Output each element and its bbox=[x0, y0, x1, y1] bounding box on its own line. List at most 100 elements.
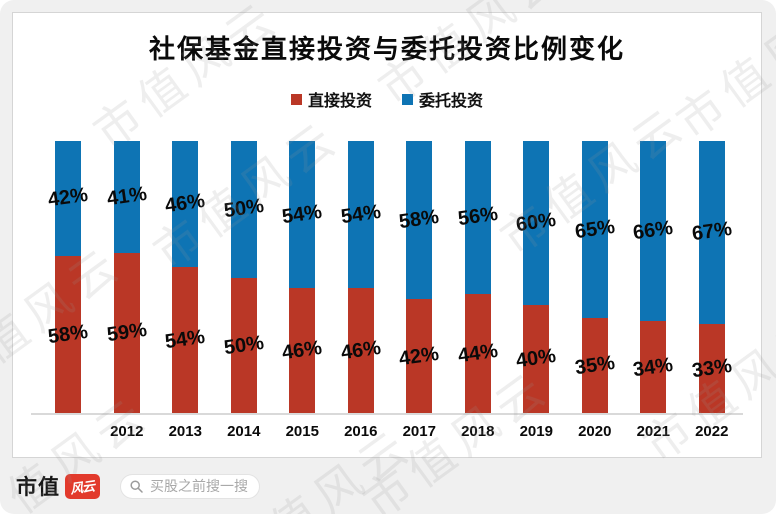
bar-segment-direct-label: 35% bbox=[573, 352, 616, 380]
bar-column: 60%40% bbox=[507, 141, 566, 414]
brand-badge-text: 风云 bbox=[69, 475, 95, 497]
bar-segment-entrusted-label: 58% bbox=[398, 206, 441, 234]
bar-segment-direct: 35% bbox=[582, 318, 608, 414]
bar-segment-entrusted-label: 60% bbox=[515, 209, 558, 237]
legend-label-entrusted: 委托投资 bbox=[419, 87, 483, 111]
bar-segment-entrusted: 46% bbox=[172, 141, 198, 267]
bar-segment-direct: 59% bbox=[114, 253, 140, 414]
x-axis-label: 2021 bbox=[624, 423, 683, 440]
bar-segment-direct: 50% bbox=[231, 278, 257, 415]
bar-segment-entrusted: 56% bbox=[465, 141, 491, 294]
legend-label-direct: 直接投资 bbox=[308, 87, 372, 111]
x-axis-label: 2013 bbox=[156, 423, 215, 440]
bar-segment-entrusted: 60% bbox=[523, 141, 549, 305]
bar-segment-direct-label: 34% bbox=[632, 353, 675, 381]
bar-segment-entrusted: 66% bbox=[640, 141, 666, 321]
stacked-bar: 42%58% bbox=[55, 141, 81, 414]
bar-segment-entrusted-label: 56% bbox=[456, 203, 499, 231]
bar-segment-direct-label: 46% bbox=[281, 337, 324, 365]
stacked-bar: 60%40% bbox=[523, 141, 549, 414]
bar-segment-direct-label: 59% bbox=[105, 319, 148, 347]
bar-segment-entrusted: 54% bbox=[348, 141, 374, 288]
bar-segment-direct: 42% bbox=[406, 299, 432, 414]
bar-segment-direct-label: 44% bbox=[456, 340, 499, 368]
brand-logo-badge: 风云 bbox=[65, 474, 100, 499]
bar-segment-direct: 44% bbox=[465, 294, 491, 414]
bar-column: 58%42% bbox=[390, 141, 449, 414]
bar-segment-direct-label: 54% bbox=[164, 326, 207, 354]
legend-swatch-direct-icon bbox=[291, 94, 302, 105]
bar-segment-entrusted: 65% bbox=[582, 141, 608, 318]
bar-segment-direct-label: 42% bbox=[398, 342, 441, 370]
bar-segment-direct: 34% bbox=[640, 321, 666, 414]
x-axis-line bbox=[31, 413, 743, 415]
search-input[interactable]: 买股之前搜一搜 bbox=[120, 474, 260, 499]
bar-segment-direct-label: 40% bbox=[515, 345, 558, 373]
bar-segment-direct: 46% bbox=[348, 288, 374, 414]
bar-segment-direct: 58% bbox=[55, 256, 81, 414]
bar-column: 54% 46% bbox=[273, 141, 332, 414]
x-axis-label: 2017 bbox=[390, 423, 449, 440]
stacked-bar: 50%50% bbox=[231, 141, 257, 414]
bar-segment-direct-label: 33% bbox=[690, 355, 733, 383]
search-icon bbox=[130, 480, 143, 493]
bar-segment-entrusted: 42% bbox=[55, 141, 81, 256]
bar-segment-entrusted-label: 41% bbox=[105, 183, 148, 211]
bar-segment-direct-label: 46% bbox=[339, 337, 382, 365]
x-axis-label: 2015 bbox=[273, 423, 332, 440]
x-axis-label bbox=[39, 423, 98, 440]
stacked-bar: 65%35% bbox=[582, 141, 608, 414]
screenshot-canvas: 社保基金直接投资与委托投资比例变化 直接投资 委托投资 42%58%41%59%… bbox=[0, 0, 776, 514]
legend-swatch-entrusted-icon bbox=[402, 94, 413, 105]
stacked-bar: 54%46% bbox=[348, 141, 374, 414]
bar-segment-entrusted-label: 42% bbox=[47, 184, 90, 212]
bar-segment-entrusted-label: 54% bbox=[339, 201, 382, 229]
bar-segment-direct: 40% bbox=[523, 305, 549, 414]
legend-item-entrusted: 委托投资 bbox=[402, 87, 483, 111]
bar-segment-entrusted-label: 67% bbox=[690, 218, 733, 246]
stacked-bar: 67%33% bbox=[699, 141, 725, 414]
stacked-bar: 46%54% bbox=[172, 141, 198, 414]
x-axis-label: 2016 bbox=[332, 423, 391, 440]
bar-segment-entrusted-label: 65% bbox=[573, 216, 616, 244]
search-placeholder: 买股之前搜一搜 bbox=[150, 476, 248, 496]
x-axis-label: 2019 bbox=[507, 423, 566, 440]
brand-logo-text: 市值 bbox=[16, 471, 60, 501]
bar-column: 56%44% bbox=[449, 141, 508, 414]
bar-column: 54%46% bbox=[332, 141, 391, 414]
chart-legend: 直接投资 委托投资 bbox=[13, 87, 761, 111]
bar-segment-entrusted-label: 50% bbox=[222, 195, 265, 223]
stacked-bar: 41%59% bbox=[114, 141, 140, 414]
bar-segment-entrusted-label: 66% bbox=[632, 217, 675, 245]
bar-column: 67%33% bbox=[683, 141, 742, 414]
stacked-bar: 54%46% bbox=[289, 141, 315, 414]
bar-column: 66%34% bbox=[624, 141, 683, 414]
x-axis-label: 2020 bbox=[566, 423, 625, 440]
bar-segment-entrusted-label: 54% bbox=[281, 201, 324, 229]
bar-column: 65%35% bbox=[566, 141, 625, 414]
bar-segment-direct: 54% bbox=[172, 267, 198, 414]
bar-segment-entrusted: 67% bbox=[699, 141, 725, 324]
chart-card: 社保基金直接投资与委托投资比例变化 直接投资 委托投资 42%58%41%59%… bbox=[12, 12, 762, 458]
x-axis-label: 2022 bbox=[683, 423, 742, 440]
bars-row: 42%58%41%59%46%54%50%50%54%46%54%46%58%4… bbox=[39, 141, 741, 414]
bar-column: 50%50% bbox=[215, 141, 274, 414]
legend-item-direct: 直接投资 bbox=[291, 87, 372, 111]
bar-column: 41%59% bbox=[98, 141, 157, 414]
x-axis-label: 2014 bbox=[215, 423, 274, 440]
bar-column: 42%58% bbox=[39, 141, 98, 414]
stacked-bar: 58%42% bbox=[406, 141, 432, 414]
bar-segment-direct-label: 50% bbox=[222, 332, 265, 360]
bar-column: 46%54% bbox=[156, 141, 215, 414]
x-axis-label: 2012 bbox=[98, 423, 157, 440]
bar-segment-direct: 33% bbox=[699, 324, 725, 414]
bar-segment-entrusted: 54% bbox=[289, 141, 315, 288]
bar-segment-entrusted: 58% bbox=[406, 141, 432, 299]
stacked-bar: 56%44% bbox=[465, 141, 491, 414]
bar-segment-entrusted-label: 46% bbox=[164, 190, 207, 218]
x-axis-labels: 2012201320142015201620172018201920202021… bbox=[39, 423, 741, 440]
bar-segment-entrusted: 50% bbox=[231, 141, 257, 278]
footer-bar: 市值 风云 买股之前搜一搜 bbox=[0, 458, 776, 514]
bar-segment-entrusted: 41% bbox=[114, 141, 140, 253]
stacked-bar: 66%34% bbox=[640, 141, 666, 414]
